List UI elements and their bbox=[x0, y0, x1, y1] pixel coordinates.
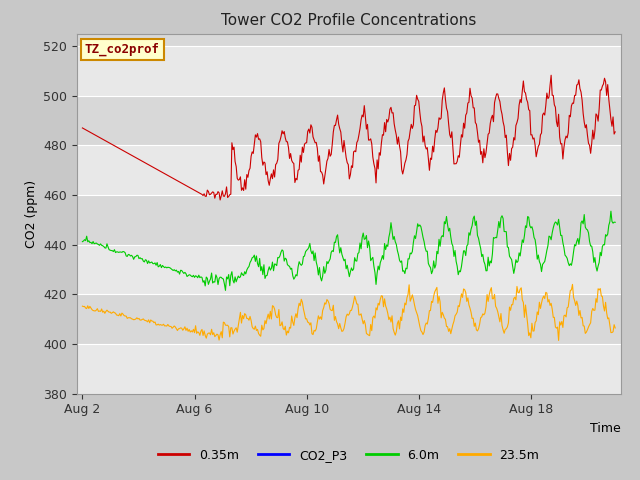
Bar bbox=[77, 245, 621, 294]
Y-axis label: CO2 (ppm): CO2 (ppm) bbox=[24, 180, 38, 248]
Bar bbox=[77, 195, 621, 245]
Bar bbox=[77, 0, 621, 46]
Bar bbox=[77, 344, 621, 394]
X-axis label: Time: Time bbox=[590, 422, 621, 435]
Bar bbox=[77, 46, 621, 96]
Bar bbox=[77, 96, 621, 145]
Title: Tower CO2 Profile Concentrations: Tower CO2 Profile Concentrations bbox=[221, 13, 477, 28]
Text: TZ_co2prof: TZ_co2prof bbox=[85, 43, 160, 56]
Bar bbox=[77, 294, 621, 344]
Bar bbox=[77, 145, 621, 195]
Legend: 0.35m, CO2_P3, 6.0m, 23.5m: 0.35m, CO2_P3, 6.0m, 23.5m bbox=[153, 444, 545, 467]
